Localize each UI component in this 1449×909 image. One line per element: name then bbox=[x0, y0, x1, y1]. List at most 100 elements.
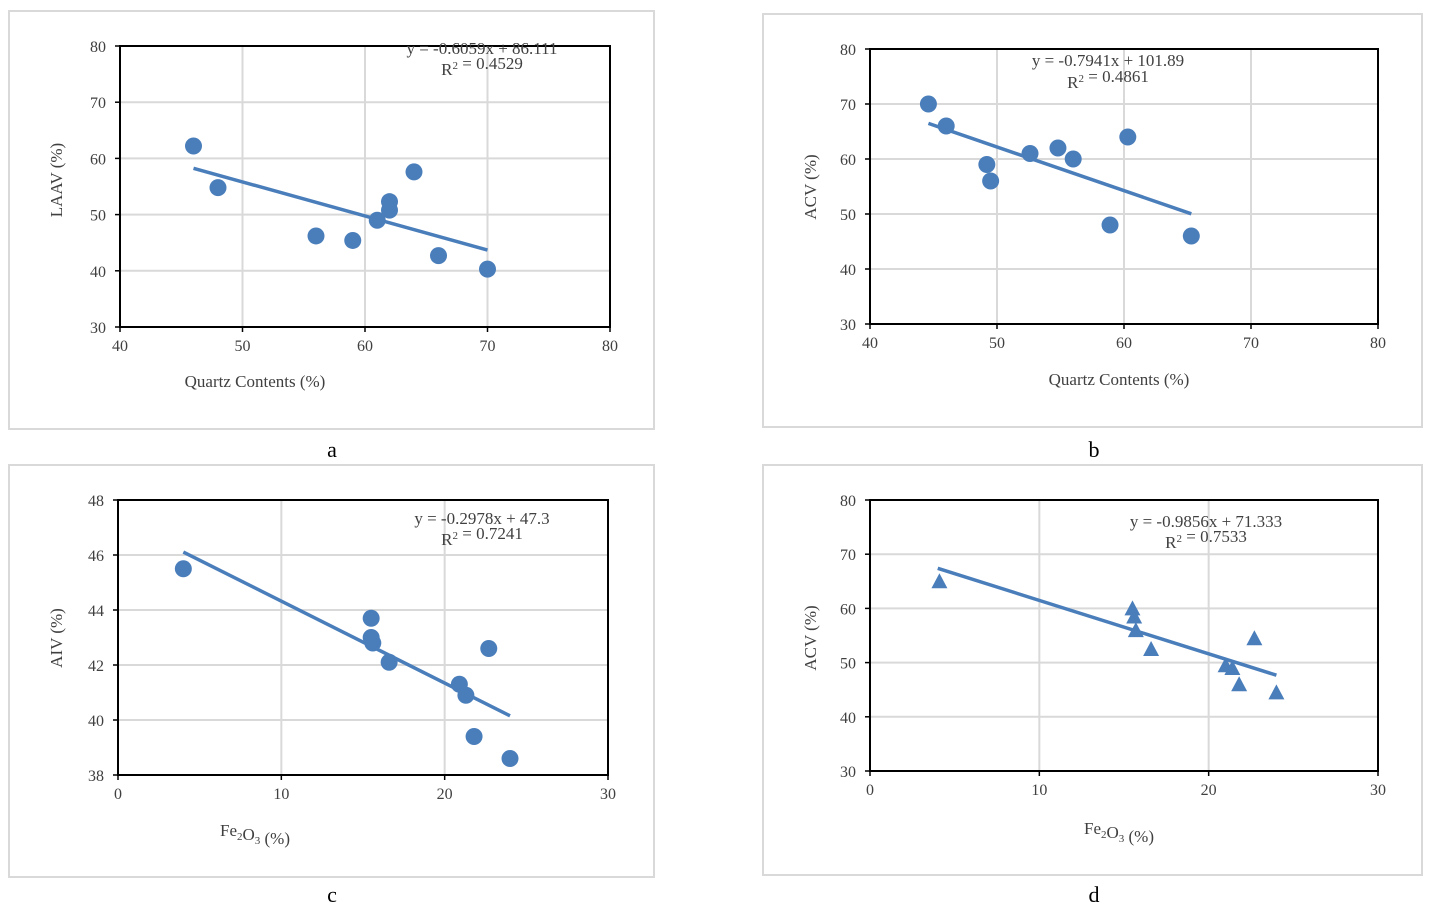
y-tick-label: 50 bbox=[90, 208, 106, 225]
y-axis-title: ACV (%) bbox=[801, 605, 820, 670]
data-point bbox=[978, 156, 996, 173]
panel-label-a: a bbox=[327, 437, 337, 462]
data-point bbox=[209, 179, 227, 197]
y-tick-label: 70 bbox=[840, 97, 856, 114]
data-point-triangle bbox=[1268, 684, 1285, 700]
data-point bbox=[1064, 150, 1082, 168]
y-tick-label: 60 bbox=[840, 601, 856, 618]
plot-area-border bbox=[869, 499, 1379, 772]
data-point bbox=[307, 227, 325, 245]
x-tick-label: 10 bbox=[273, 786, 289, 803]
y-tick-label: 44 bbox=[88, 603, 104, 620]
data-point bbox=[185, 137, 202, 155]
data-point bbox=[1021, 145, 1039, 162]
data-point bbox=[1182, 227, 1200, 245]
data-point-triangle bbox=[1224, 660, 1241, 676]
chart-panel-a: 40 50 60 70 80 30 40 50 60 70 80 y = -0.6059x + 86.… bbox=[8, 10, 655, 430]
y-tick-label: 60 bbox=[840, 152, 856, 169]
x-axis-title: Fe2O3 (%) bbox=[1084, 819, 1154, 846]
data-point-triangle bbox=[1231, 676, 1248, 692]
data-point bbox=[919, 95, 937, 113]
trendline bbox=[937, 566, 1277, 677]
x-tick-label: 30 bbox=[1370, 782, 1386, 799]
panel-label-c: c bbox=[327, 882, 337, 907]
data-point-triangle bbox=[1127, 622, 1144, 638]
x-tick-label: 40 bbox=[112, 338, 128, 355]
x-tick-label: 80 bbox=[602, 338, 618, 355]
y-tick-label: 80 bbox=[90, 39, 106, 56]
panel-label-d: d bbox=[1088, 882, 1100, 907]
x-tick-label: 50 bbox=[989, 335, 1005, 352]
y-tick-label: 60 bbox=[90, 151, 106, 168]
y-axis-title: AIV (%) bbox=[47, 608, 66, 668]
y-tick-label: 50 bbox=[840, 656, 856, 673]
data-point bbox=[465, 728, 483, 745]
r-squared-label: R2 = 0.4861 bbox=[1067, 67, 1149, 92]
y-tick-label: 40 bbox=[840, 710, 856, 727]
y-tick-label: 40 bbox=[840, 262, 856, 279]
y-tick-label: 30 bbox=[840, 317, 856, 334]
x-tick-label: 70 bbox=[1243, 335, 1259, 352]
y-tick-label: 40 bbox=[88, 713, 104, 730]
y-axis-title: ACV (%) bbox=[801, 154, 820, 219]
y-axis-title: LAAV (%) bbox=[47, 143, 66, 217]
plot-area-border bbox=[117, 499, 609, 776]
y-tick-label: 50 bbox=[840, 207, 856, 224]
x-tick-label: 80 bbox=[1370, 335, 1386, 352]
scatter-chart-a: 40 50 60 70 80 30 40 50 60 70 80 y = -0.6059x + 86.… bbox=[47, 39, 618, 391]
x-tick-label: 0 bbox=[866, 782, 874, 799]
x-tick-label: 40 bbox=[862, 335, 878, 352]
data-point bbox=[982, 172, 1000, 190]
trendline-equation: y = -0.9856x + 71.333 bbox=[1130, 512, 1282, 531]
data-point bbox=[381, 193, 398, 211]
data-point-triangle bbox=[1124, 600, 1141, 616]
data-point-triangle bbox=[931, 573, 948, 589]
data-point bbox=[937, 117, 955, 135]
y-tick-label: 70 bbox=[90, 95, 106, 112]
x-axis-title: Quartz Contents (%) bbox=[1049, 370, 1190, 389]
x-tick-label: 20 bbox=[437, 786, 453, 803]
x-tick-label: 30 bbox=[600, 786, 616, 803]
x-tick-label: 70 bbox=[480, 338, 496, 355]
data-point bbox=[174, 560, 192, 578]
y-tick-label: 80 bbox=[840, 42, 856, 59]
r-squared-label: R2 = 0.7241 bbox=[441, 524, 523, 549]
data-point bbox=[480, 640, 498, 657]
data-point bbox=[1101, 216, 1119, 234]
r-squared-label: R2 = 0.4529 bbox=[441, 54, 523, 79]
trendline bbox=[927, 121, 1192, 216]
y-tick-label: 70 bbox=[840, 547, 856, 564]
trendline-equation: y = -0.2978x + 47.3 bbox=[414, 509, 549, 528]
trendline bbox=[193, 166, 488, 252]
data-point bbox=[430, 247, 447, 265]
y-tick-label: 30 bbox=[90, 320, 106, 337]
y-tick-label: 48 bbox=[88, 493, 104, 510]
y-tick-label: 30 bbox=[840, 764, 856, 781]
data-point bbox=[501, 750, 519, 767]
panel-label-b: b bbox=[1088, 437, 1100, 462]
scatter-chart-b: 40 50 60 70 80 30 40 50 60 70 80 y = -0.7941x + 101… bbox=[801, 42, 1386, 389]
trendline-equation: y = -0.7941x + 101.89 bbox=[1032, 51, 1184, 70]
chart-panel-d: 0 10 20 30 30 40 50 60 70 80 y = -0.9856x + 71.333… bbox=[762, 464, 1423, 876]
scatter-chart-c: 0 10 20 30 38 40 42 44 46 48 y = -0.2978x + 47.3R2… bbox=[47, 493, 616, 848]
y-tick-label: 46 bbox=[88, 548, 104, 565]
data-point bbox=[364, 634, 382, 652]
x-tick-label: 20 bbox=[1201, 782, 1217, 799]
x-tick-label: 50 bbox=[235, 338, 251, 355]
data-point bbox=[457, 686, 475, 704]
data-point bbox=[405, 163, 423, 181]
data-point bbox=[1049, 139, 1067, 157]
trendline-equation: y = -0.6059x + 86.111 bbox=[406, 39, 557, 58]
x-tick-label: 0 bbox=[114, 786, 122, 803]
y-tick-label: 80 bbox=[840, 493, 856, 510]
y-tick-label: 38 bbox=[88, 768, 104, 785]
data-point-triangle bbox=[1143, 641, 1160, 657]
data-point bbox=[368, 211, 386, 229]
data-point bbox=[1119, 128, 1137, 146]
data-point bbox=[344, 231, 362, 249]
x-axis-title: Fe2O3 (%) bbox=[220, 821, 290, 848]
data-point-triangle bbox=[1246, 630, 1263, 646]
data-point bbox=[362, 609, 380, 627]
data-point bbox=[479, 260, 496, 278]
scatter-chart-d: 0 10 20 30 30 40 50 60 70 80 y = -0.9856x + 71.333… bbox=[801, 493, 1386, 846]
